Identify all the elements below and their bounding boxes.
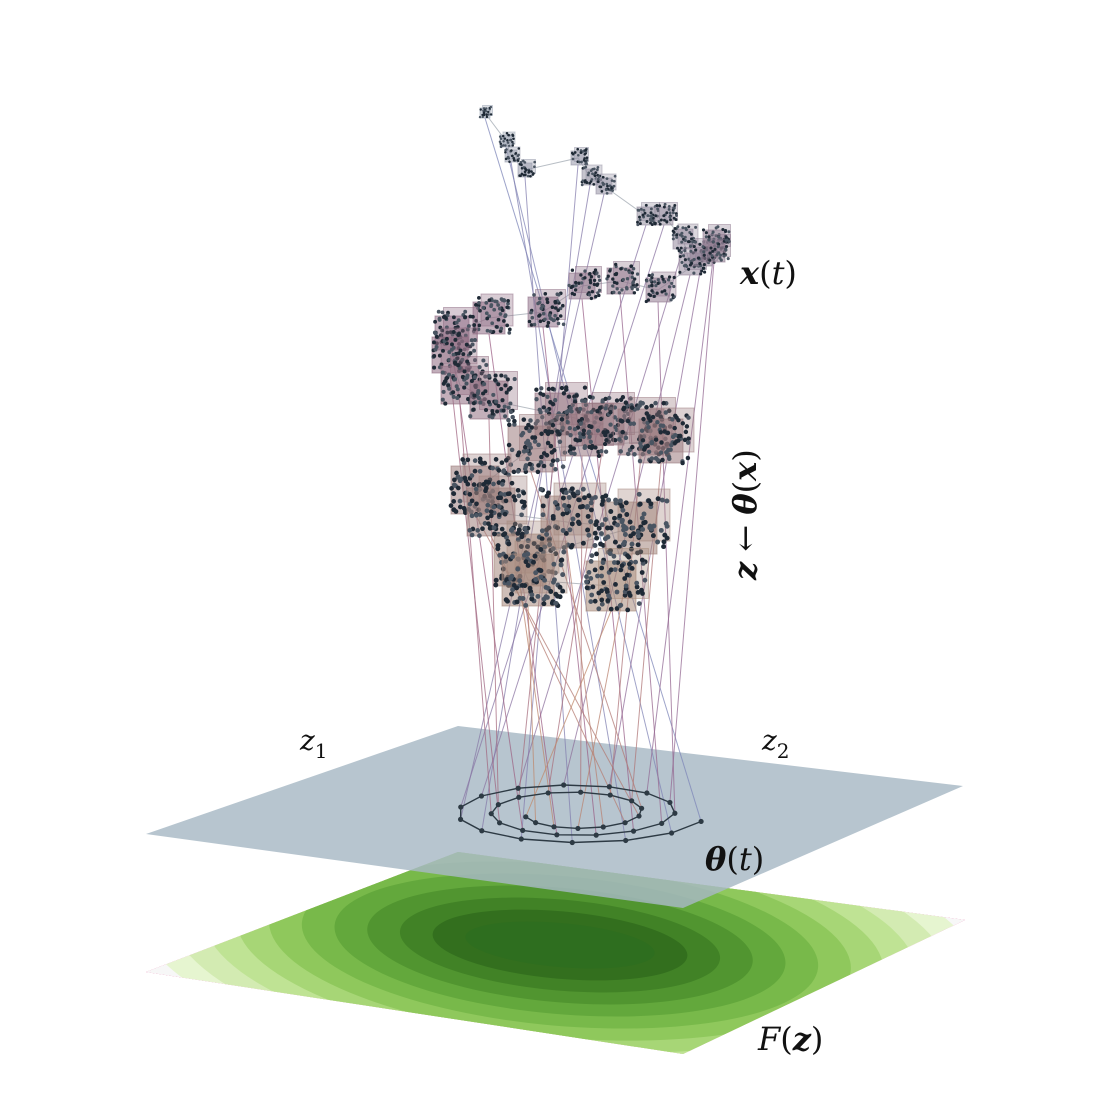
contour-level: [465, 921, 655, 969]
theta-point: [479, 828, 485, 834]
projection-line: [566, 547, 604, 828]
structure-cube: [468, 371, 518, 420]
theta-point: [644, 790, 650, 796]
theta-point: [478, 793, 485, 799]
theta-point: [668, 830, 675, 836]
theta-point: [551, 824, 557, 830]
projection-line: [484, 117, 702, 822]
theta-point: [457, 816, 464, 822]
structure-cubes: [431, 105, 731, 613]
theta-point: [569, 839, 575, 846]
theta-point: [622, 820, 628, 826]
structure-cube: [580, 164, 603, 187]
structure-cube: [504, 146, 521, 164]
theta-point: [515, 785, 521, 791]
theta-point: [561, 782, 567, 788]
theta-point: [488, 811, 494, 817]
label-z-map-group: z ← θ(x): [726, 449, 764, 581]
theta-point: [672, 810, 678, 816]
projection-line: [517, 248, 684, 789]
structure-cube: [567, 266, 602, 301]
theta-point: [600, 824, 606, 830]
label-theta-of-t: θ(t): [705, 840, 764, 878]
structure-cube: [595, 173, 617, 195]
theta-point: [554, 832, 560, 838]
theta-point: [575, 825, 581, 832]
structure-cube: [517, 159, 537, 178]
projection-line: [547, 444, 604, 794]
theta-point: [458, 804, 464, 810]
theta-point: [639, 805, 645, 811]
structure-cube: [560, 403, 614, 459]
structure-cube: [500, 540, 568, 609]
projection-line: [505, 146, 673, 834]
structure-cube: [671, 223, 699, 250]
theta-point: [698, 818, 704, 825]
label-f-of-z: F(z): [757, 1020, 823, 1058]
theta-point: [606, 784, 612, 790]
theta-point: [629, 798, 635, 804]
theta-point: [516, 794, 522, 800]
structure-cube: [602, 488, 671, 556]
theta-point: [630, 828, 637, 834]
structure-cube: [701, 234, 731, 263]
theta-point: [495, 802, 501, 808]
theta-point: [497, 820, 503, 826]
structure-cube: [478, 105, 493, 119]
theta-point: [667, 799, 673, 806]
structure-cube: [637, 407, 695, 466]
structure-cube: [538, 482, 607, 551]
structure-cube: [527, 289, 566, 328]
structure-cube: [584, 548, 649, 613]
projection-line: [451, 349, 524, 831]
theta-point: [578, 789, 584, 795]
theta-point: [523, 814, 529, 820]
theta-point: [659, 820, 665, 827]
structure-cube: [498, 131, 516, 149]
theta-point: [533, 820, 539, 826]
projection-line: [657, 301, 676, 814]
structure-cube: [471, 293, 514, 335]
theta-point: [520, 827, 526, 833]
projection-line: [525, 610, 612, 818]
projection-line: [669, 261, 715, 803]
theta-point: [636, 813, 642, 819]
theta-point: [518, 836, 524, 842]
structure-cube: [653, 202, 678, 226]
projection-line: [518, 434, 557, 798]
label-z2-axis: z2: [761, 724, 790, 763]
label-z1-axis: z1: [299, 724, 328, 763]
theta-trajectory: [457, 782, 704, 846]
theta-point: [545, 790, 551, 796]
structure-cube: [605, 261, 640, 295]
theta-point: [607, 792, 613, 798]
structure-cube: [505, 414, 566, 475]
structure-cube: [644, 271, 677, 304]
structure-cube: [570, 147, 589, 166]
theta-point: [593, 832, 599, 838]
label-x-of-t: x(t): [739, 254, 797, 292]
theta-point: [623, 837, 629, 844]
projection-line: [646, 251, 715, 794]
label-z-from-theta-x: z ← θ(x): [726, 449, 764, 581]
